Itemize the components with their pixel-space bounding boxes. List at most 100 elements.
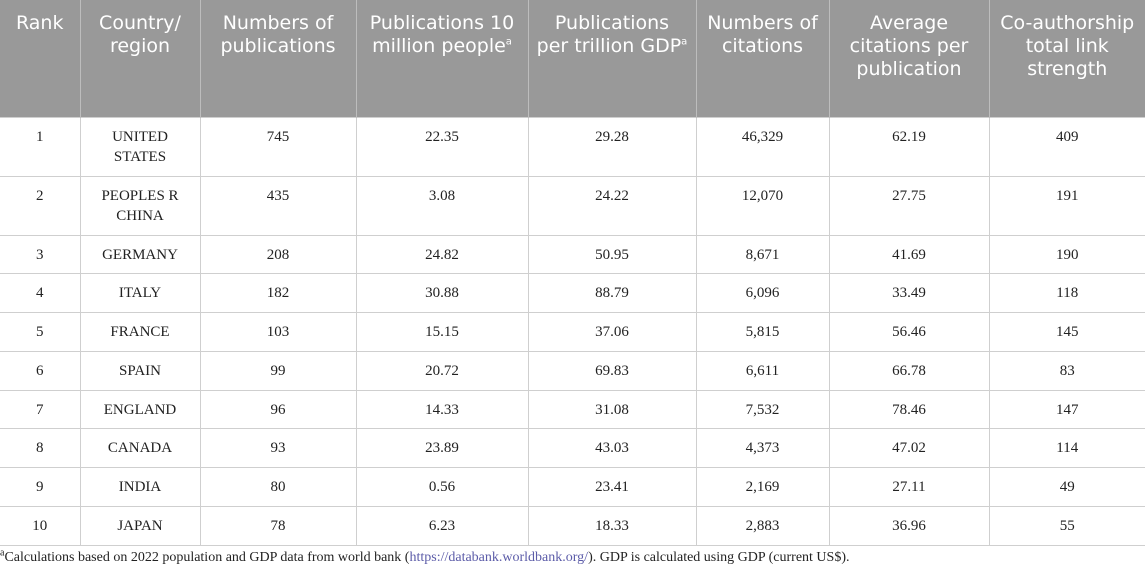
table-cell: 33.49 xyxy=(828,273,990,314)
table-cell: 6,096 xyxy=(695,273,830,314)
table-cell: 43.03 xyxy=(527,428,697,469)
table-cell: 147 xyxy=(988,389,1145,430)
table-cell: 78 xyxy=(199,506,357,546)
table-cell: 78.46 xyxy=(828,389,990,430)
column-header: Co-authorship total link strength xyxy=(988,0,1145,117)
table-cell: 8 xyxy=(0,428,81,469)
column-header-label: Publications 10 million people xyxy=(369,12,515,57)
table-row: 1 UNITED STATES 745 22.35 29.28 46,329 62.19 40… xyxy=(0,116,1145,177)
column-header: Numbers of publications xyxy=(199,0,356,117)
table-cell: 29.28 xyxy=(527,116,697,177)
table-cell: ITALY xyxy=(79,273,201,314)
table-header: Rank Country/ region Numbers of publicatio… xyxy=(0,0,1145,117)
table-cell: 3.08 xyxy=(355,175,529,236)
publications-table: Rank Country/ region Numbers of publicatio… xyxy=(0,0,1145,546)
column-header: Rank xyxy=(0,0,80,117)
table-cell: 4,373 xyxy=(695,428,830,469)
column-header-label: Numbers of citations xyxy=(707,12,818,57)
table-cell: 55 xyxy=(988,506,1145,546)
table-cell: 190 xyxy=(988,234,1145,275)
footnote-marker: a xyxy=(681,36,688,48)
table-cell: 5 xyxy=(0,312,81,352)
worldbank-link[interactable]: https://databank.worldbank.org/ xyxy=(409,550,589,565)
table-cell: CANADA xyxy=(79,428,201,469)
column-header-label: Average citations per publication xyxy=(849,12,969,80)
table-row: 2 PEOPLES R CHINA 435 3.08 24.22 12,070 27.75 1… xyxy=(0,175,1145,236)
footnote-marker: a xyxy=(505,36,512,48)
table-cell: 0.56 xyxy=(355,467,529,508)
table-cell: 2 xyxy=(0,175,81,236)
footnote-marker: a xyxy=(0,547,5,559)
table-cell: 5,815 xyxy=(695,312,830,352)
table-cell: PEOPLES R CHINA xyxy=(79,175,201,236)
table-cell: 50.95 xyxy=(527,234,697,275)
table-cell: FRANCE xyxy=(79,312,201,352)
table-cell: 30.88 xyxy=(355,273,529,314)
footnote-text-after: ). GDP is calculated using GDP (current … xyxy=(588,550,850,565)
table-cell: 1 xyxy=(0,116,81,177)
table-cell: INDIA xyxy=(79,467,201,508)
table-cell: 8,671 xyxy=(695,234,830,275)
table-cell: 41.69 xyxy=(828,234,990,275)
table-cell: 7 xyxy=(0,389,81,430)
table-cell: 182 xyxy=(199,273,357,314)
table-row: 8 CANADA 93 23.89 43.03 4,373 47.02 114 xyxy=(0,428,1145,469)
table-cell: 47.02 xyxy=(828,428,990,469)
table-cell: 62.19 xyxy=(828,116,990,177)
column-header: Numbers of citations xyxy=(695,0,829,117)
table-cell: 93 xyxy=(199,428,357,469)
column-header-label: Publications per trillion GDP xyxy=(536,12,682,57)
table-cell: 4 xyxy=(0,273,81,314)
table-cell: 20.72 xyxy=(355,350,529,391)
table-cell: 12,070 xyxy=(695,175,830,236)
column-header: Publications per trillion GDPa xyxy=(527,0,696,117)
table-cell: 191 xyxy=(988,175,1145,236)
table-cell: 96 xyxy=(199,389,357,430)
table-cell: 745 xyxy=(199,116,357,177)
table-cell: 56.46 xyxy=(828,312,990,352)
table-cell: 31.08 xyxy=(527,389,697,430)
table-cell: 114 xyxy=(988,428,1145,469)
table-cell: 22.35 xyxy=(355,116,529,177)
table-cell: UNITED STATES xyxy=(79,116,201,177)
table-cell: 435 xyxy=(199,175,357,236)
column-header-label: Country/ region xyxy=(99,12,181,57)
table-cell: 3 xyxy=(0,234,81,275)
column-header: Country/ region xyxy=(79,0,200,117)
table-row: 10 JAPAN 78 6.23 18.33 2,883 36.96 55 xyxy=(0,506,1145,546)
header-row: Rank Country/ region Numbers of publicatio… xyxy=(0,0,1145,117)
column-header-label: Co-authorship total link strength xyxy=(1000,12,1135,80)
table-cell: 49 xyxy=(988,467,1145,508)
table-cell: 103 xyxy=(199,312,357,352)
table-cell: 15.15 xyxy=(355,312,529,352)
table-cell: 6 xyxy=(0,350,81,391)
table-cell: 409 xyxy=(988,116,1145,177)
table-cell: 37.06 xyxy=(527,312,697,352)
table-cell: 6,611 xyxy=(695,350,830,391)
table-cell: 10 xyxy=(0,506,81,546)
table-cell: 2,169 xyxy=(695,467,830,508)
table-cell: 36.96 xyxy=(828,506,990,546)
table-cell: 99 xyxy=(199,350,357,391)
table-cell: ENGLAND xyxy=(79,389,201,430)
table-cell: 88.79 xyxy=(527,273,697,314)
column-header: Publications 10 million peoplea xyxy=(355,0,528,117)
column-header: Average citations per publication xyxy=(828,0,989,117)
table-cell: 14.33 xyxy=(355,389,529,430)
table-cell: 23.89 xyxy=(355,428,529,469)
table-cell: JAPAN xyxy=(79,506,201,546)
table-row: 3 GERMANY 208 24.82 50.95 8,671 41.69 190 xyxy=(0,234,1145,275)
column-header-label: Numbers of publications xyxy=(220,12,336,57)
column-header-label: Rank xyxy=(16,12,64,34)
table-cell: 27.11 xyxy=(828,467,990,508)
table-body: 1 UNITED STATES 745 22.35 29.28 46,329 62.19 40… xyxy=(0,116,1145,546)
table-cell: SPAIN xyxy=(79,350,201,391)
table-cell: 23.41 xyxy=(527,467,697,508)
table-cell: 24.82 xyxy=(355,234,529,275)
table-cell: 6.23 xyxy=(355,506,529,546)
table-cell: GERMANY xyxy=(79,234,201,275)
table-row: 9 INDIA 80 0.56 23.41 2,169 27.11 49 xyxy=(0,467,1145,508)
table-cell: 208 xyxy=(199,234,357,275)
table-cell: 18.33 xyxy=(527,506,697,546)
table-row: 7 ENGLAND 96 14.33 31.08 7,532 78.46 147 xyxy=(0,389,1145,430)
